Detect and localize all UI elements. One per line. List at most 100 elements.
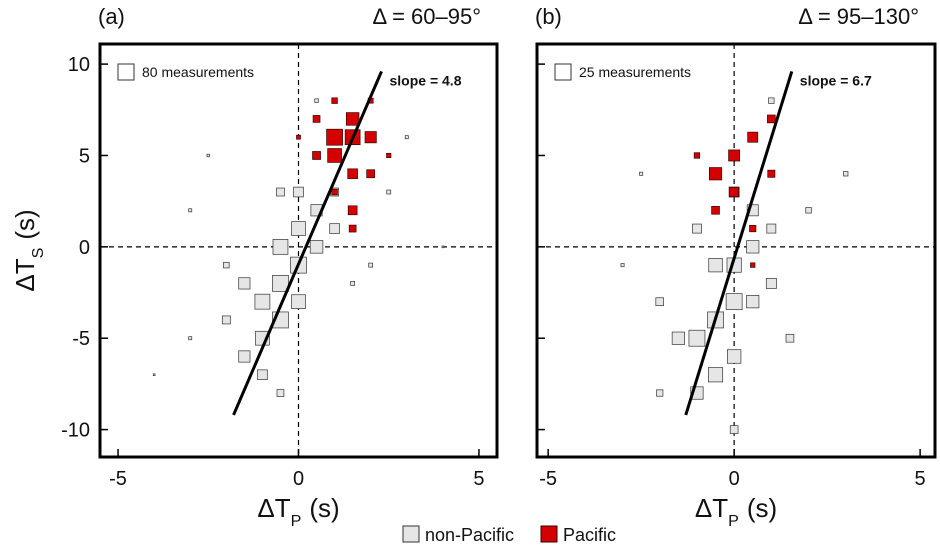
- bin-square: [386, 189, 392, 195]
- x-tick-label: 0: [293, 468, 304, 490]
- y-tick-label: -5: [72, 328, 90, 350]
- bin-square: [254, 293, 271, 310]
- size-legend-label: 80 measurements: [142, 64, 254, 80]
- x-tick-label: -5: [109, 468, 127, 490]
- axis-label-base: ΔT: [257, 493, 290, 523]
- fit-line: [684, 70, 794, 416]
- bin-square: [366, 169, 376, 179]
- bin-square: [257, 369, 268, 381]
- axis-label-sub: P: [291, 512, 302, 530]
- x-tick-label: 5: [915, 468, 926, 490]
- bin-square: [727, 349, 742, 364]
- bin-square: [291, 221, 306, 236]
- bin-square: [725, 293, 743, 311]
- bin-square: [312, 115, 321, 123]
- bin-square: [276, 389, 285, 397]
- x-tick-label: 0: [729, 468, 740, 490]
- bin-square: [746, 240, 760, 254]
- bin-square: [671, 331, 685, 345]
- plot-area: [100, 44, 497, 457]
- bin-square: [309, 240, 324, 254]
- bin-square: [692, 223, 702, 234]
- bin-square: [746, 204, 759, 217]
- bin-square: [767, 169, 776, 178]
- x-tick-label: -5: [539, 468, 557, 490]
- bin-square: [312, 151, 321, 160]
- bin-square: [711, 206, 720, 215]
- fit-line: [232, 70, 383, 416]
- bin-square: [404, 135, 409, 140]
- bin-square: [708, 257, 723, 273]
- bin-square: [688, 329, 706, 347]
- size-legend-label: 25 measurements: [579, 64, 691, 80]
- slope-label: slope = 4.8: [390, 72, 462, 88]
- bin-square: [656, 389, 664, 397]
- y-tick-label: 10: [68, 54, 90, 76]
- bin-square: [272, 275, 289, 292]
- panel-title: (a): [98, 4, 125, 29]
- panel-subtitle: Δ = 95–130°: [798, 4, 919, 29]
- plot-frame: [535, 42, 937, 459]
- bin-square: [639, 171, 644, 176]
- axis-label-sub: P: [728, 512, 739, 530]
- bin-square: [314, 98, 319, 103]
- bin-square: [188, 208, 193, 213]
- bin-square: [345, 112, 360, 126]
- slope-label: slope = 6.7: [800, 72, 872, 88]
- bin-square: [326, 128, 343, 146]
- bin-square: [693, 152, 701, 159]
- bin-square: [749, 225, 757, 233]
- bin-square: [364, 131, 377, 144]
- x-tick-label: 5: [473, 468, 484, 490]
- bin-square: [347, 168, 358, 179]
- bin-square: [368, 262, 374, 268]
- bin-square: [329, 223, 340, 234]
- axis-label-base: ΔT: [10, 258, 40, 291]
- bin-square: [747, 131, 759, 143]
- axis-label: ΔTS (s): [10, 209, 47, 291]
- bin-square: [347, 205, 358, 216]
- bin-square: [768, 97, 775, 104]
- legend-swatch: [540, 525, 558, 543]
- axis-label-base: ΔT: [695, 493, 728, 523]
- bin-square: [331, 188, 338, 196]
- bin-square: [750, 262, 756, 268]
- axis-label-unit: (s): [10, 209, 40, 239]
- bin-square: [729, 187, 740, 197]
- y-tick-label: 5: [79, 145, 90, 167]
- axis-label: ΔTP (s): [695, 493, 777, 530]
- bin-square: [223, 261, 230, 269]
- size-legend-square: [554, 63, 572, 81]
- bin-square: [620, 263, 625, 268]
- panel-subtitle: Δ = 60–95°: [372, 4, 481, 29]
- y-tick-label: -10: [61, 420, 90, 442]
- bin-square: [206, 153, 210, 158]
- bin-square: [729, 425, 739, 434]
- bin-square: [766, 223, 777, 234]
- plot-area: [537, 44, 935, 457]
- bin-square: [221, 315, 231, 325]
- legend-swatch: [402, 525, 420, 543]
- bin-square: [327, 148, 342, 163]
- bin-square: [767, 114, 776, 124]
- size-legend-square: [117, 63, 135, 81]
- axis-label-unit: (s): [747, 493, 777, 523]
- bin-square: [655, 297, 665, 306]
- bin-square: [350, 281, 355, 286]
- legend-label: non-Pacific: [425, 525, 514, 545]
- bin-square: [805, 207, 812, 214]
- legend-label: Pacific: [563, 525, 616, 545]
- bin-square: [746, 295, 760, 309]
- bin-square: [238, 350, 251, 363]
- bin-square: [331, 97, 338, 104]
- bin-square: [386, 152, 392, 159]
- bin-square: [348, 224, 357, 233]
- axis-label: ΔTP (s): [257, 493, 339, 530]
- bin-square: [843, 171, 849, 177]
- bin-square: [188, 336, 193, 341]
- bin-square: [276, 187, 285, 197]
- bin-square: [765, 277, 777, 289]
- bin-square: [708, 167, 723, 181]
- axis-label-sub: S: [29, 248, 47, 259]
